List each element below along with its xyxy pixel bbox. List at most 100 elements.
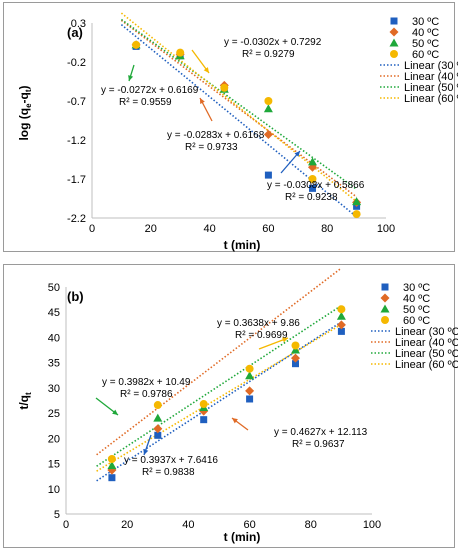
x-tick-label: 60 xyxy=(243,519,255,531)
y-tick-label: 20 xyxy=(48,433,60,445)
trendline-equation: y = -0.0283x + 0.6168 xyxy=(167,130,265,141)
y-tick-label: 10 xyxy=(48,484,60,496)
x-tick-label: 20 xyxy=(121,519,133,531)
chart-a-svg: (a) t (min) log (qe-qt) 0 20 40 60 80 100 0.3 -… xyxy=(17,12,458,252)
legend-label: Linear (50 ºC) xyxy=(404,82,458,94)
series-60 xyxy=(107,305,346,464)
legend-label: Linear (40 ºC) xyxy=(395,337,458,349)
trendline-30 xyxy=(120,24,358,218)
x-tick-label: 80 xyxy=(305,519,317,531)
data-point-40 xyxy=(263,130,273,140)
panel-label-a: (a) xyxy=(67,25,83,40)
legend-label: 40 ºC xyxy=(403,293,430,305)
data-point-60 xyxy=(153,401,162,410)
y-tick-label: 5 xyxy=(54,509,60,521)
series-50 xyxy=(107,311,346,470)
legend-label: 30 ºC xyxy=(403,282,430,294)
data-point-50 xyxy=(245,371,255,380)
trendline-r-squared: R² = 0.9637 xyxy=(292,439,345,450)
y-tick-label: 50 xyxy=(48,282,60,294)
trendline-r-squared: R² = 0.9279 xyxy=(242,49,295,60)
y-tick-label: 30 xyxy=(48,383,60,395)
legend-label: Linear (60 ºC) xyxy=(404,93,458,105)
data-point-60 xyxy=(107,455,116,464)
annotation-arrowhead xyxy=(294,151,300,157)
legend-label: Linear (60 ºC) xyxy=(395,359,458,371)
y-axis-title-a: log (qe-qt) xyxy=(17,85,33,140)
data-point-30 xyxy=(264,171,272,179)
series-60 xyxy=(132,40,361,219)
annotation-arrowhead xyxy=(112,409,118,415)
data-point-60 xyxy=(337,305,346,314)
data-point-30 xyxy=(154,431,162,439)
chart-b-svg: (b) t (min) t/qt 0 20 40 60 80 100 50 45 40 35 30 2… xyxy=(17,267,458,544)
y-tick-label: -0.2 xyxy=(67,57,86,69)
legend-marker-30 xyxy=(381,283,389,291)
y-tick-label: 35 xyxy=(48,358,60,370)
legend-marker-40 xyxy=(389,27,399,37)
annotation-arrowhead xyxy=(143,449,149,455)
chart-panel-b: (b) t (min) t/qt 0 20 40 60 80 100 50 45 40 35 30 2… xyxy=(3,264,458,548)
data-point-30 xyxy=(337,327,345,335)
data-point-50 xyxy=(153,413,163,422)
annotation-arrowhead xyxy=(232,418,238,424)
data-point-50 xyxy=(336,311,346,320)
panel-label-b: (b) xyxy=(67,289,84,304)
annotation-arrowhead xyxy=(203,67,209,73)
data-point-50 xyxy=(291,345,300,354)
annotation-arrowhead xyxy=(200,98,205,104)
legend-label: 50 ºC xyxy=(403,304,430,316)
x-tick-label: 40 xyxy=(182,519,194,531)
trendline-50 xyxy=(120,18,358,190)
trendline-r-squared: R² = 0.9559 xyxy=(119,97,172,108)
data-point-40 xyxy=(336,320,346,330)
data-point-30 xyxy=(246,395,254,403)
trendline-40 xyxy=(120,19,358,198)
legend-label: 50 ºC xyxy=(412,38,439,50)
annotation-arrowhead xyxy=(128,75,134,81)
data-point-30 xyxy=(292,360,299,368)
data-point-60 xyxy=(264,97,273,105)
data-point-60 xyxy=(220,83,229,92)
legend-marker-50 xyxy=(389,38,399,47)
trendline-r-squared: R² = 0.9838 xyxy=(142,467,195,478)
x-tick-label: 40 xyxy=(203,223,215,235)
data-point-60 xyxy=(308,175,317,183)
x-tick-label: 100 xyxy=(363,519,381,531)
y-tick-label: -1.7 xyxy=(67,174,86,186)
legend-label: Linear (50 ºC) xyxy=(395,348,458,360)
y-tick-label: 25 xyxy=(48,408,60,420)
data-point-50 xyxy=(352,197,362,206)
trendline-equation: y = 0.4627x + 12.113 xyxy=(274,427,368,438)
data-point-40 xyxy=(245,386,255,396)
data-point-60 xyxy=(245,364,254,373)
trendline-equation: y = -0.0302x + 0.7292 xyxy=(224,37,322,48)
data-point-40 xyxy=(199,406,209,416)
y-tick-label: -0.7 xyxy=(67,96,86,108)
data-point-60 xyxy=(199,400,208,409)
trendline-equation: y = -0.0272x + 0.6169 xyxy=(101,85,199,96)
annotation-arrowhead xyxy=(282,337,288,343)
y-tick-label: -1.2 xyxy=(67,135,86,147)
legend-label: 30 ºC xyxy=(412,16,439,28)
data-point-60 xyxy=(352,210,361,219)
x-tick-label: 100 xyxy=(377,223,395,235)
series-30 xyxy=(108,327,345,482)
legend-label: 60 ºC xyxy=(412,49,439,61)
legend-label: Linear (30 ºC) xyxy=(404,60,458,72)
y-tick-label: 45 xyxy=(48,307,60,319)
legend-marker-60 xyxy=(390,50,398,58)
trendline-equation: y = 0.3982x + 10.49 xyxy=(102,377,191,388)
data-point-60 xyxy=(132,40,141,49)
chart-panel-a: (a) t (min) log (qe-qt) 0 20 40 60 80 100 0.3 -… xyxy=(3,2,458,252)
legend-marker-50 xyxy=(380,304,390,313)
x-tick-label: 60 xyxy=(262,223,274,235)
trendline-r-squared: R² = 0.9786 xyxy=(120,389,173,400)
x-tick-label: 0 xyxy=(89,223,95,235)
data-point-60 xyxy=(291,341,300,350)
trendline-r-squared: R² = 0.9699 xyxy=(235,330,288,341)
data-point-50 xyxy=(107,461,117,470)
data-point-30 xyxy=(309,184,316,192)
y-tick-label: 40 xyxy=(48,332,60,344)
